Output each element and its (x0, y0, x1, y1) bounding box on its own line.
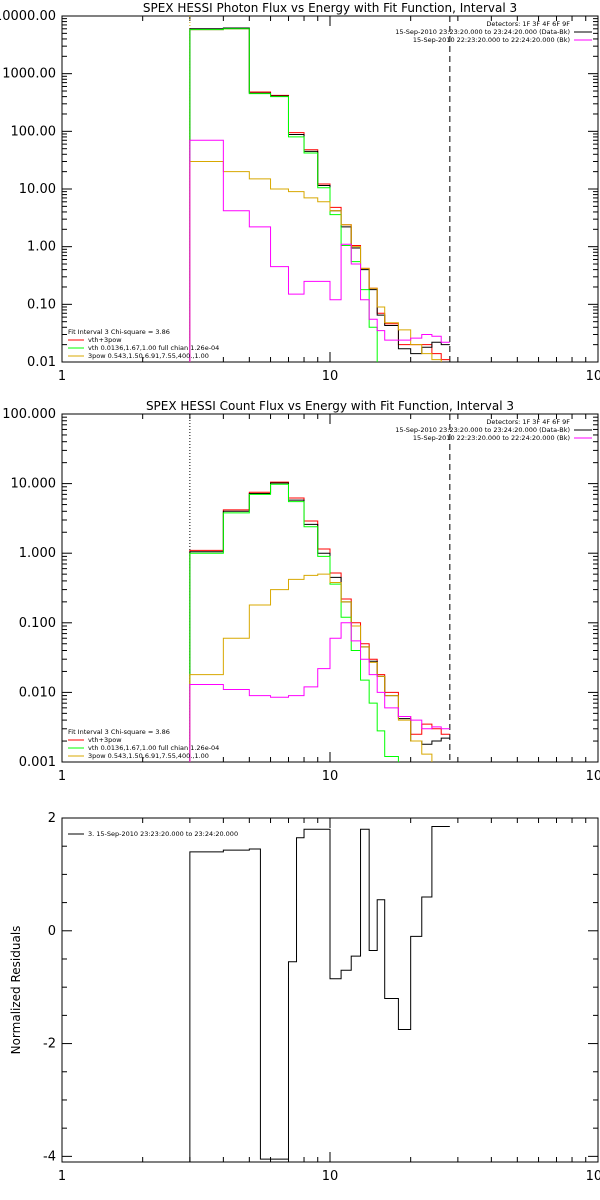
y-tick-label: 100.000 (2, 407, 56, 422)
series-line-2 (189, 27, 450, 362)
chart-title: SPEX HESSI Count Flux vs Energy with Fit… (146, 399, 514, 413)
x-tick-label: 1 (58, 369, 66, 384)
y-tick-label: 2 (48, 811, 56, 826)
y-tick-label: 0.001 (19, 755, 56, 770)
x-tick-label: 100 (586, 1169, 600, 1184)
x-tick-label: 10 (322, 769, 339, 784)
y-tick-label: 1000.00 (2, 67, 56, 82)
y-tick-label: 10.00 (19, 182, 56, 197)
x-tick-label: 1 (58, 1169, 66, 1184)
plot-data (189, 16, 451, 362)
plot-data (189, 414, 451, 762)
y-tick-label: 0.10 (27, 297, 56, 312)
series-line-1 (189, 825, 450, 1162)
y-tick-label: 10.000 (11, 477, 57, 492)
header-text: 15-Sep-2010 22:23:20.000 to 22:24:20.000… (413, 36, 570, 44)
x-tick-label: 10 (322, 1169, 339, 1184)
plot-frame (61, 413, 599, 763)
plot-data (189, 825, 450, 1162)
header-text: 15-Sep-2010 23:23:20.000 to 23:24:20.000… (395, 28, 570, 36)
y-tick-label: 0.010 (19, 685, 56, 700)
legend-header: Fit Interval 3 Chi-square = 3.86 (68, 328, 170, 336)
series-line-1 (189, 28, 450, 362)
y-axis-label: Normalized Residuals (9, 926, 23, 1055)
y-tick-label: 0 (48, 924, 56, 939)
y-tick-label: -2 (43, 1037, 56, 1052)
legend-entry: vth 0.0136,1.67,1.00 full chian 1.26e-04 (88, 744, 219, 752)
legend-entry: 3pow 0.543,1.50,6.91,7.55,400.,1.00 (88, 752, 209, 760)
y-tick-label: -4 (43, 1149, 56, 1164)
chart-panel-1: SPEX HESSI Photon Flux vs Energy with Fi… (0, 1, 600, 384)
y-tick-label: 1.00 (27, 240, 56, 255)
series-line-5 (189, 139, 450, 362)
header-text: Detectors: 1F 3F 4F 6F 9F (486, 418, 570, 426)
x-tick-label: 100 (586, 769, 600, 784)
x-tick-label: 1 (58, 769, 66, 784)
legend-header: Fit Interval 3 Chi-square = 3.86 (68, 728, 170, 736)
y-tick-label: 100.00 (11, 124, 57, 139)
legend-entry: 3pow 0.543,1.50,6.91,7.55,400.,1.00 (88, 352, 209, 360)
y-tick-label: 10000.00 (0, 9, 56, 24)
y-tick-label: 1.000 (19, 546, 56, 561)
series-line-4 (189, 573, 433, 762)
legend-entry: 3. 15-Sep-2010 23:23:20.000 to 23:24:20.… (88, 830, 238, 838)
legend-entry: vth 0.0136,1.67,1.00 full chian 1.26e-04 (88, 344, 219, 352)
y-tick-label: 0.100 (19, 616, 56, 631)
header-text: 15-Sep-2010 22:23:20.000 to 22:24:20.000… (413, 434, 570, 442)
header-text: 15-Sep-2010 23:23:20.000 to 23:24:20.000… (395, 426, 570, 434)
legend-entry: vth+3pow (88, 736, 122, 744)
x-tick-label: 10 (322, 369, 339, 384)
chart-panel-3: Normalized Residuals 1 10 100 -4 -2 0 2 3. 15-Se… (9, 811, 600, 1184)
header-text: Detectors: 1F 3F 4F 6F 9F (486, 20, 570, 28)
series-line-5 (189, 622, 450, 762)
series-line-3 (189, 483, 399, 762)
chart-panel-2: SPEX HESSI Count Flux vs Energy with Fit… (2, 399, 600, 784)
legend-entry: vth+3pow (88, 336, 122, 344)
x-tick-label: 100 (586, 369, 600, 384)
y-tick-label: 0.01 (27, 355, 56, 370)
chart-title: SPEX HESSI Photon Flux vs Energy with Fi… (143, 1, 517, 15)
series-line-3 (189, 28, 378, 362)
